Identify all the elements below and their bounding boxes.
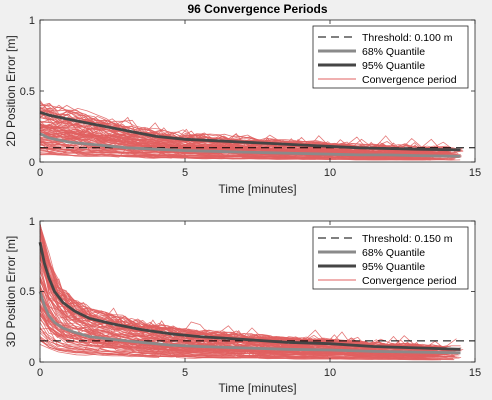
y-tick-label: 0.5 <box>20 86 35 98</box>
y-tick-label: 0 <box>29 157 35 169</box>
convergence-period-line <box>39 340 454 361</box>
convergence-period-line <box>39 113 432 153</box>
q95-series-line <box>38 241 461 351</box>
y-tick-label: 0.5 <box>20 286 35 298</box>
q68-series-line <box>38 291 461 355</box>
legend: Threshold: 0.150 m 68% Quantile 95% Quan… <box>312 226 469 290</box>
legend-q95-label: 95% Quantile <box>362 261 425 273</box>
ticks <box>39 19 476 163</box>
y-tick-label: 0 <box>29 357 35 369</box>
x-tick-label: 10 <box>324 367 336 379</box>
x-axis-label: Time [minutes] <box>218 182 296 196</box>
x-tick-label: 0 <box>37 167 43 179</box>
q68-series-line <box>39 132 461 158</box>
legend-threshold-label: Threshold: 0.100 m <box>362 32 453 44</box>
convergence-period-line <box>39 124 452 155</box>
legend-q68-label: 68% Quantile <box>362 46 425 58</box>
y-tick-label: 1 <box>29 216 35 228</box>
figure-title: 96 Convergence Periods <box>187 2 327 16</box>
legend-convergence-label: Convergence period <box>362 74 457 86</box>
x-tick-label: 10 <box>324 167 336 179</box>
convergence-period-line <box>39 147 429 160</box>
legend-box <box>312 25 469 89</box>
legend-box <box>312 226 469 290</box>
legend-q68-label: 68% Quantile <box>362 247 425 259</box>
convergence-period-line <box>39 305 450 356</box>
subplot-2d-error: 0 5 10 15 0 0.5 1 Time [minutes] 2D Posi… <box>4 15 481 196</box>
legend-convergence-label: Convergence period <box>362 275 457 287</box>
chart-marks <box>39 110 475 158</box>
y-axis-label: 2D Position Error [m] <box>4 35 18 146</box>
ticks <box>39 220 476 363</box>
x-tick-label: 15 <box>469 367 481 379</box>
legend-threshold-label: Threshold: 0.150 m <box>362 233 453 245</box>
x-tick-label: 5 <box>182 167 188 179</box>
x-tick-label: 5 <box>182 367 188 379</box>
convergence-period-line <box>39 128 457 156</box>
convergence-period-line <box>39 326 427 359</box>
x-tick-label: 15 <box>469 167 481 179</box>
q95-series-line <box>39 110 461 152</box>
x-axis-label: Time [minutes] <box>218 381 296 395</box>
subplot-3d-error: 0 5 10 15 0 0.5 1 Time [minutes] 3D Posi… <box>4 216 481 395</box>
y-tick-label: 1 <box>29 15 35 27</box>
chart-marks <box>38 241 475 355</box>
convergence-period-line <box>39 224 438 349</box>
convergence-period-line <box>39 309 462 358</box>
y-axis-label: 3D Position Error [m] <box>4 236 18 347</box>
convergence-period-line <box>39 150 455 161</box>
legend-q95-label: 95% Quantile <box>362 60 425 72</box>
legend: Threshold: 0.100 m 68% Quantile 95% Quan… <box>312 25 469 89</box>
convergence-period-line <box>39 230 435 349</box>
convergence-period-line <box>39 130 458 155</box>
x-tick-label: 0 <box>37 367 43 379</box>
